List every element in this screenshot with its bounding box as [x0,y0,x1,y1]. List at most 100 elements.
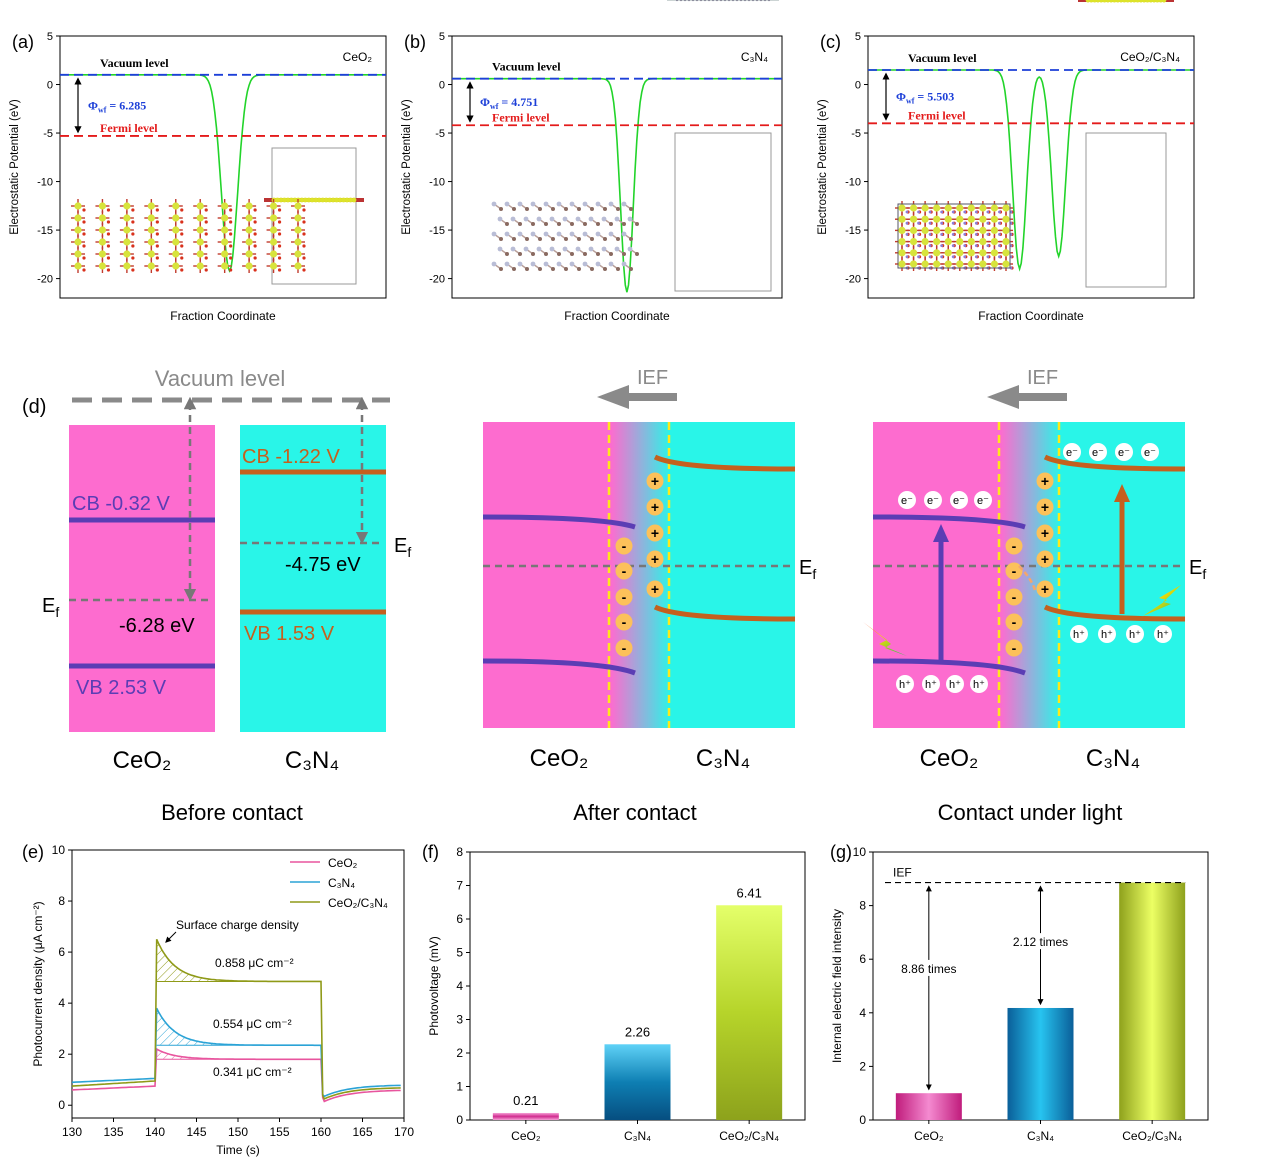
panel-c: (c) 5 0 -5 -10 -15 -20 Electrostatic Potential … [817,0,1195,323]
svg-text:+: + [1041,581,1049,597]
svg-text:-: - [1012,640,1017,656]
y-axis-label: Electrostatic Potential (eV) [401,99,413,235]
x-tick-label: 145 [186,1125,206,1139]
c3n4-region [669,422,795,728]
ratio-label-bg [894,959,963,976]
annotation-arrow [165,931,177,943]
panel-tag: (b) [404,32,426,52]
svg-text:h⁺: h⁺ [949,679,961,691]
x-axis-label: Fraction Coordinate [170,309,276,323]
panel-tag: (f) [422,842,439,862]
category-label: CeO₂ [914,1129,944,1143]
ief-label: IEF [637,367,668,389]
hole: h⁺ [970,675,988,693]
svg-text:-: - [1012,563,1017,579]
fermi-label: Fermi level [100,121,158,135]
legend-label: CeO₂/C₃N₄ [328,896,388,910]
material-label: CeO₂/C₃N₄ [1120,50,1180,64]
hole: h⁺ [1098,625,1116,643]
hole: h⁺ [1070,625,1088,643]
work-function-label: Φwf = 4.751 [480,95,538,111]
ef-label-left: Ef [42,595,59,620]
light-bolt-right [1143,585,1181,616]
ief-label: IEF [893,866,912,880]
c3n4-vb-band [653,604,796,622]
light-bolt-left [863,622,907,656]
ratio-label-1: 2.12 times [1013,935,1068,949]
y-tick-label: 0 [58,1098,65,1112]
svg-text:e⁻: e⁻ [1066,447,1078,459]
x-tick-label: 135 [103,1125,123,1139]
c3n4-cb-band [1043,454,1186,472]
ceo2-cb-band [482,514,636,530]
panel-g: (g) 0 2 4 6 8 10 Internal electric field intens… [830,842,1209,1143]
svg-text:-: - [1012,589,1017,605]
c3n4-ef-value: -4.75 eV [285,554,361,576]
ceo2-vb-label: VB 2.53 V [76,677,167,699]
positive-charge: + [646,550,664,568]
y-tick-label: 4 [859,1006,866,1020]
legend-label: C₃N₄ [328,876,355,890]
y-tick-label: 0 [859,1113,866,1127]
ceo2-ef-value: -6.28 eV [119,615,195,637]
x-axis-label: Time (s) [216,1143,260,1157]
vacuum-label: Vacuum level [100,56,169,70]
y-tick-label: 8 [58,894,65,908]
y-tick-label: 0 [439,80,445,92]
ceo2-region [483,422,613,728]
legend-label: CeO₂ [328,856,358,870]
ief-arrow-head [597,385,629,409]
positive-charge: + [1036,498,1054,516]
ief-label: IEF [1027,367,1058,389]
svg-text:-: - [622,538,627,554]
y-tick-label: -10 [37,177,53,189]
svg-text:h⁺: h⁺ [1073,629,1085,641]
svg-text:h⁺: h⁺ [1129,629,1141,641]
y-tick-label: 4 [456,979,463,993]
x-tick-label: 155 [269,1125,289,1139]
y-tick-label: -5 [43,128,53,140]
plot-frame [59,35,387,299]
positive-charge: + [646,498,664,516]
y-axis-label: Photovoltage (mV) [427,936,441,1035]
material-label: C₃N₄ [741,50,768,64]
electron: e⁻ [1141,443,1159,461]
ceo2-excitation-head [933,524,949,542]
y-tick-label: 3 [456,1013,463,1027]
positive-charge: + [1036,580,1054,598]
negative-charge: - [1005,537,1023,555]
material-label: CeO₂ [343,50,373,64]
ceo2-vb-band [872,658,1026,676]
y-tick-label: 1 [456,1080,463,1094]
c3n4-excitation-head [1114,484,1130,502]
charge-area [156,1049,321,1060]
y-tick-label: 5 [47,31,53,43]
charge-area [156,939,321,982]
after-contact-diagram: Ef IEF + + + + + - - - - - CeO₂ C₃N₄ [482,367,816,772]
svg-text:+: + [651,525,659,541]
x-tick-label: 170 [394,1125,414,1139]
vacuum-label: Vacuum level [908,51,977,65]
under-light-diagram: Ef IEF + + + + + - - - - - CeO₂ C₃N₄ e⁻ e⁻ e⁻ e⁻ e⁻ e⁻ e⁻ e⁻ h… [863,367,1206,772]
negative-charge: - [615,562,633,580]
x-tick-label: 160 [311,1125,331,1139]
value-label: 6.41 [737,885,762,900]
y-tick-label: -20 [429,274,445,286]
x-axis-label: Fraction Coordinate [564,309,670,323]
c3n4-label-1: C₃N₄ [285,747,339,774]
top-view-structure [895,201,1014,271]
electron: e⁻ [1089,443,1107,461]
positive-charge: + [1036,472,1054,490]
y-tick-label: 0 [855,80,861,92]
ief-arrow-head [987,385,1019,409]
electron: e⁻ [950,491,968,509]
plot-frame [451,35,783,299]
top-view-structure [71,199,306,273]
top-view-structure [491,201,639,271]
panel-e: (e) 130 135 140 145 150 155 160 165 170 0 2 4 6 8 10 Tim… [22,842,414,1157]
svg-text:-: - [622,614,627,630]
bar-1 [1007,1007,1074,1120]
caption-after-contact: After contact [573,800,697,825]
svg-text:+: + [651,473,659,489]
value-label: 2.26 [625,1024,650,1039]
